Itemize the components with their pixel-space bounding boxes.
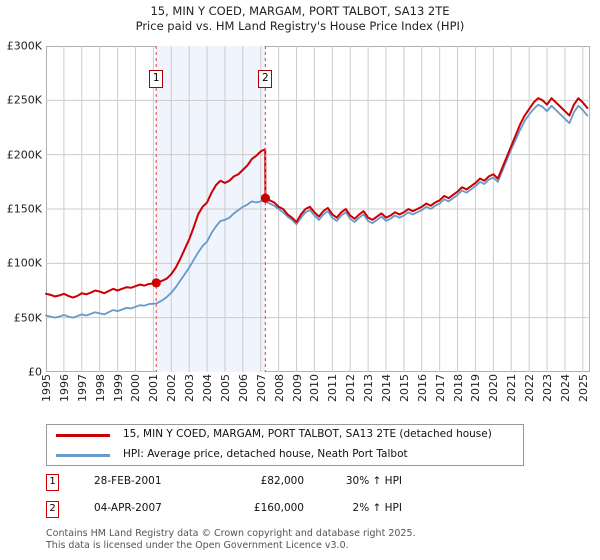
x-tick-2023: 2023 [541, 374, 555, 402]
x-tick-2000: 2000 [129, 374, 143, 402]
page-title: 15, MIN Y COED, MARGAM, PORT TALBOT, SA1… [0, 4, 600, 34]
y-tick-£250K: £250K [6, 93, 42, 107]
legend-swatch-property [56, 434, 110, 437]
x-tick-2015: 2015 [397, 374, 411, 402]
chart-svg [45, 46, 590, 372]
x-tick-2022: 2022 [523, 374, 537, 402]
title-line-1: 15, MIN Y COED, MARGAM, PORT TALBOT, SA1… [150, 4, 450, 18]
transaction-marker-2: 2 [46, 501, 59, 518]
table-row[interactable]: 1 28-FEB-2001 £82,000 30% ↑ HPI [46, 474, 516, 496]
x-tick-2019: 2019 [469, 374, 483, 402]
x-tick-2016: 2016 [415, 374, 429, 402]
x-tick-1995: 1995 [40, 374, 53, 402]
x-tick-2008: 2008 [272, 374, 286, 402]
legend-label-hpi: HPI: Average price, detached house, Neat… [123, 448, 408, 460]
footer-line-2: This data is licensed under the Open Gov… [46, 539, 349, 551]
x-tick-1998: 1998 [93, 374, 107, 402]
x-tick-2012: 2012 [344, 374, 358, 402]
y-tick-£200K: £200K [6, 148, 42, 162]
x-tick-2025: 2025 [576, 374, 590, 402]
x-tick-2014: 2014 [380, 374, 393, 402]
x-tick-2024: 2024 [558, 374, 572, 402]
y-tick-£0: £0 [28, 365, 42, 379]
x-tick-2021: 2021 [505, 374, 519, 402]
x-tick-2003: 2003 [183, 374, 197, 402]
y-tick-£300K: £300K [6, 39, 42, 53]
legend-label-property: 15, MIN Y COED, MARGAM, PORT TALBOT, SA1… [123, 428, 492, 440]
x-tick-1999: 1999 [111, 374, 125, 402]
x-tick-1997: 1997 [75, 374, 89, 402]
footer-line-1: Contains HM Land Registry data © Crown c… [46, 528, 416, 539]
transaction-hpi-1: 30% ↑ HPI [345, 475, 402, 487]
title-line-2: Price paid vs. HM Land Registry's House … [135, 19, 465, 33]
chart-sale-marker-1[interactable]: 1 [149, 70, 164, 88]
x-tick-2004: 2004 [201, 374, 215, 402]
legend-item-property: 15, MIN Y COED, MARGAM, PORT TALBOT, SA1… [47, 425, 523, 446]
x-tick-1996: 1996 [57, 374, 71, 402]
y-axis-labels: £0 £50K £100K £150K £200K £250K £300K [0, 40, 46, 379]
chart-sale-marker-2[interactable]: 2 [258, 70, 273, 88]
legend-swatch-hpi [56, 454, 110, 457]
x-tick-2018: 2018 [451, 374, 465, 402]
x-tick-2002: 2002 [165, 374, 179, 402]
x-tick-2001: 2001 [147, 374, 161, 402]
transaction-hpi-2: 2% ↑ HPI [352, 502, 402, 514]
table-row[interactable]: 2 04-APR-2007 £160,000 2% ↑ HPI [46, 501, 516, 523]
x-tick-2010: 2010 [308, 374, 322, 402]
transaction-date-1: 28-FEB-2001 [94, 475, 162, 487]
x-tick-2007: 2007 [254, 374, 268, 402]
transaction-price-1: £82,000 [260, 475, 304, 487]
chart-legend: 15, MIN Y COED, MARGAM, PORT TALBOT, SA1… [46, 424, 524, 466]
x-axis-labels: 1995 1996 1997 1998 1999 2000 2001 2002 2003 2004… [40, 374, 590, 416]
x-tick-2011: 2011 [326, 374, 340, 402]
x-tick-2009: 2009 [290, 374, 304, 402]
transaction-marker-1: 1 [46, 474, 59, 491]
y-tick-£150K: £150K [6, 202, 42, 216]
y-tick-£50K: £50K [13, 311, 42, 325]
x-tick-2013: 2013 [362, 374, 376, 402]
transaction-price-2: £160,000 [253, 502, 304, 514]
x-tick-2005: 2005 [218, 374, 232, 402]
y-tick-£100K: £100K [6, 256, 42, 270]
transaction-date-2: 04-APR-2007 [94, 502, 162, 514]
x-tick-2017: 2017 [433, 374, 447, 402]
footer-attribution: Contains HM Land Registry data © Crown c… [46, 528, 566, 551]
legend-item-hpi: HPI: Average price, detached house, Neat… [47, 445, 523, 466]
x-tick-2020: 2020 [487, 374, 501, 402]
x-tick-2006: 2006 [236, 374, 250, 402]
